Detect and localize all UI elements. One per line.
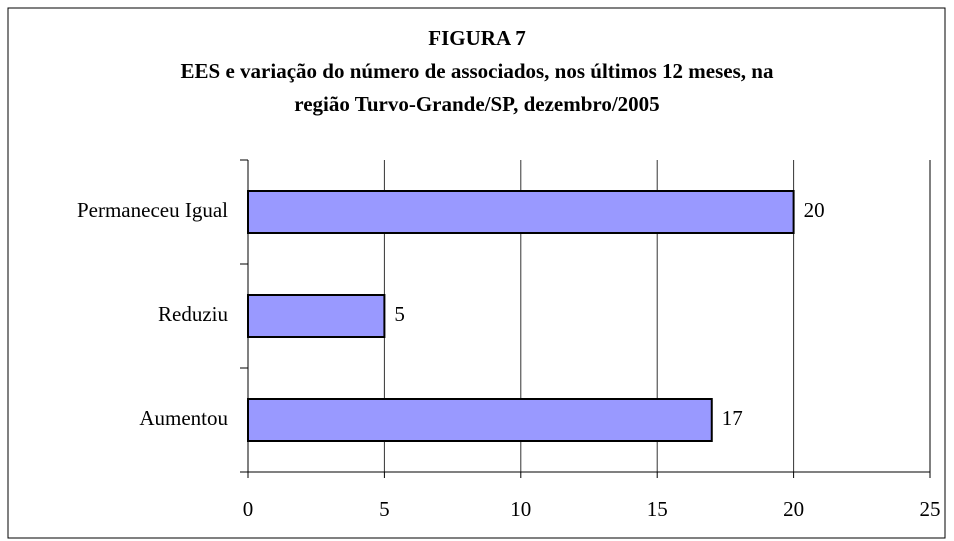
chart-title: FIGURA 7 [428,26,525,50]
x-tick-label: 25 [920,497,941,521]
chart-title: EES e variação do número de associados, … [181,59,774,83]
x-tick-label: 0 [243,497,254,521]
bar [247,190,795,234]
y-tick-label: Reduziu [158,302,228,326]
x-tick-label: 20 [783,497,804,521]
y-tick-label: Permaneceu Igual [77,198,228,222]
chart-border [7,7,946,539]
y-tick-label: Aumentou [139,406,228,430]
bar [247,398,713,442]
data-label: 5 [394,302,405,326]
x-tick-label: 10 [510,497,531,521]
x-tick-label: 5 [379,497,390,521]
chart-title: região Turvo-Grande/SP, dezembro/2005 [294,92,659,116]
data-label: 17 [722,406,743,430]
bar [247,294,386,338]
x-tick-label: 15 [647,497,668,521]
data-label: 20 [804,198,825,222]
